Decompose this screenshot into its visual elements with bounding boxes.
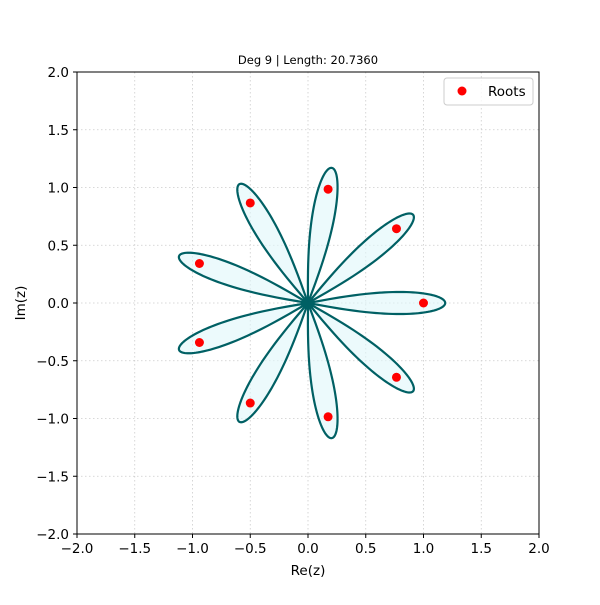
axis-ticks: −2.0−2.0 −1.5 −1.5 −1.0 −1.0 −0.5 −0.5 0.0 0.0 0.… (36, 65, 550, 557)
petal-curve (236, 182, 310, 305)
y-tick-label: −2.0 (36, 527, 69, 543)
y-tick-label: 1.5 (48, 123, 69, 139)
x-tick-label: −1.5 (118, 541, 151, 557)
petal-curve (236, 301, 310, 424)
y-tick-label: 1.0 (48, 181, 69, 197)
legend: Roots (443, 77, 534, 106)
y-tick-label: −1.5 (36, 469, 69, 485)
x-tick-label: 1.0 (413, 541, 434, 557)
y-tick-label: 0.5 (48, 238, 69, 254)
x-axis-label: Re(z) (291, 563, 326, 579)
legend-marker (457, 86, 467, 96)
root-marker (194, 258, 204, 268)
chart-title: Deg 9 | Length: 20.7360 (238, 53, 378, 67)
x-tick-label: −1.0 (176, 541, 209, 557)
x-tick-label: 0.5 (355, 541, 376, 557)
petal-curve (306, 212, 415, 305)
root-marker (323, 184, 333, 194)
root-marker (391, 224, 401, 234)
x-tick-label: 2.0 (528, 541, 549, 557)
x-tick-label: 1.5 (471, 541, 492, 557)
root-marker (323, 412, 333, 422)
petal-curve (306, 166, 339, 305)
y-tick-label: −1.0 (36, 412, 69, 428)
curve-layer (177, 166, 447, 440)
x-tick-label: 0.0 (297, 541, 318, 557)
x-tick-label: −0.5 (234, 541, 267, 557)
root-marker (245, 198, 255, 208)
roots-layer (194, 184, 428, 422)
root-marker (419, 298, 428, 308)
x-tick-label: −2.0 (61, 541, 94, 557)
y-tick-label: −0.5 (36, 354, 69, 370)
root-marker (245, 398, 255, 408)
legend-box (443, 77, 534, 106)
petal-curve (177, 251, 310, 305)
petal-curve (306, 301, 339, 440)
petal-curve (177, 301, 310, 355)
root-marker (391, 372, 401, 382)
root-marker (194, 338, 204, 348)
petal-curve (306, 290, 447, 316)
y-tick-label: 2.0 (48, 65, 69, 81)
y-axis-label: Im(z) (13, 286, 29, 321)
legend-label: Roots (488, 84, 526, 100)
petal-curve (306, 301, 415, 394)
y-tick-label: 0.0 (48, 296, 69, 312)
